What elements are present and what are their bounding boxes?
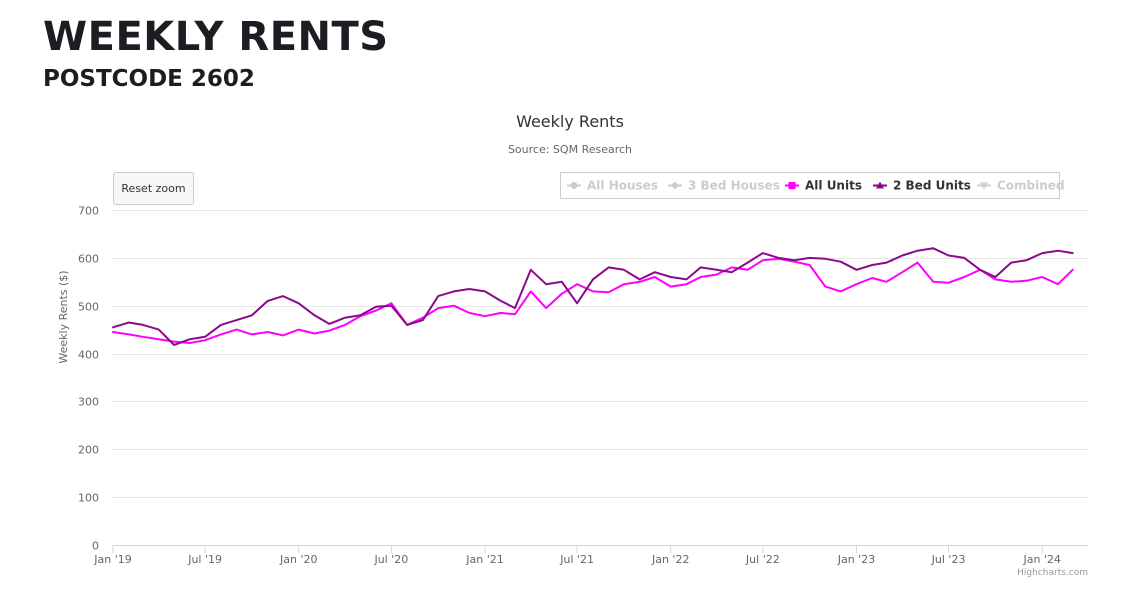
x-axis: Jan '19 Jul '19 Jan '20 Jul '20 Jan '21 Jul '… <box>93 545 1088 566</box>
legend-label: 2 Bed Units <box>893 179 971 193</box>
legend-label: All Houses <box>587 179 658 193</box>
credits-link[interactable]: Highcharts.com <box>1017 568 1088 578</box>
x-tick-label: Jan '21 <box>465 553 503 566</box>
series-lines <box>112 247 1074 346</box>
legend-marker-triangle-icon <box>876 181 884 189</box>
y-tick-label: 0 <box>92 540 99 553</box>
x-tick-label: Jul '22 <box>745 553 780 566</box>
legend-label: 3 Bed Houses <box>688 179 780 193</box>
legend-item-2-bed-units[interactable]: 2 Bed Units <box>873 179 971 193</box>
x-tick-label: Jan '23 <box>837 553 875 566</box>
y-tick-label: 600 <box>78 253 99 266</box>
reset-zoom-button[interactable]: Reset zoom <box>113 172 194 205</box>
x-tick-label: Jul '20 <box>373 553 408 566</box>
chart-subtitle: Source: SQM Research <box>508 143 632 156</box>
y-axis-title: Weekly Rents ($) <box>57 270 70 363</box>
x-tick-label: Jul '19 <box>187 553 222 566</box>
chart-container: 0 100 200 300 400 500 600 700 Jan '19 Jul '19 Jan… <box>0 100 1148 591</box>
y-tick-label: 400 <box>78 349 99 362</box>
legend-item-combined[interactable]: Combined <box>977 179 1065 193</box>
x-tick-label: Jan '20 <box>279 553 317 566</box>
y-axis: 0 100 200 300 400 500 600 700 <box>78 205 99 553</box>
legend-box <box>560 172 1060 199</box>
y-tick-label: 500 <box>78 301 99 314</box>
reset-zoom-label: Reset zoom <box>121 182 185 195</box>
x-tick-label: Jul '23 <box>931 553 966 566</box>
y-tick-label: 100 <box>78 492 99 505</box>
series-line-2-bed-units[interactable] <box>112 247 1074 346</box>
y-tick-label: 300 <box>78 396 99 409</box>
x-tick-label: Jan '24 <box>1022 553 1060 566</box>
y-tick-label: 700 <box>78 205 99 218</box>
legend-label: All Units <box>805 179 862 193</box>
chart-legend: All Houses 3 Bed Houses All Units 2 Bed Uni… <box>560 172 1065 199</box>
series-line-all-units[interactable] <box>112 257 1074 344</box>
legend-marker-triangle-down-icon <box>980 182 988 190</box>
legend-marker-square-icon <box>788 182 796 189</box>
grid-lines <box>113 210 1088 498</box>
x-tick-label: Jan '19 <box>93 553 131 566</box>
x-tick-label: Jul '21 <box>559 553 594 566</box>
chart-title: Weekly Rents <box>516 112 624 131</box>
x-tick-label: Jan '22 <box>651 553 689 566</box>
legend-label: Combined <box>997 179 1065 193</box>
legend-marker-circle-icon <box>570 182 578 189</box>
y-tick-label: 200 <box>78 444 99 457</box>
legend-item-all-houses[interactable]: All Houses <box>567 179 658 193</box>
legend-item-3-bed-houses[interactable]: 3 Bed Houses <box>668 179 780 193</box>
legend-marker-diamond-icon <box>671 181 679 190</box>
page-title: WEEKLY RENTS <box>43 14 389 60</box>
page-subtitle: POSTCODE 2602 <box>43 66 255 92</box>
legend-item-all-units[interactable]: All Units <box>785 179 862 193</box>
